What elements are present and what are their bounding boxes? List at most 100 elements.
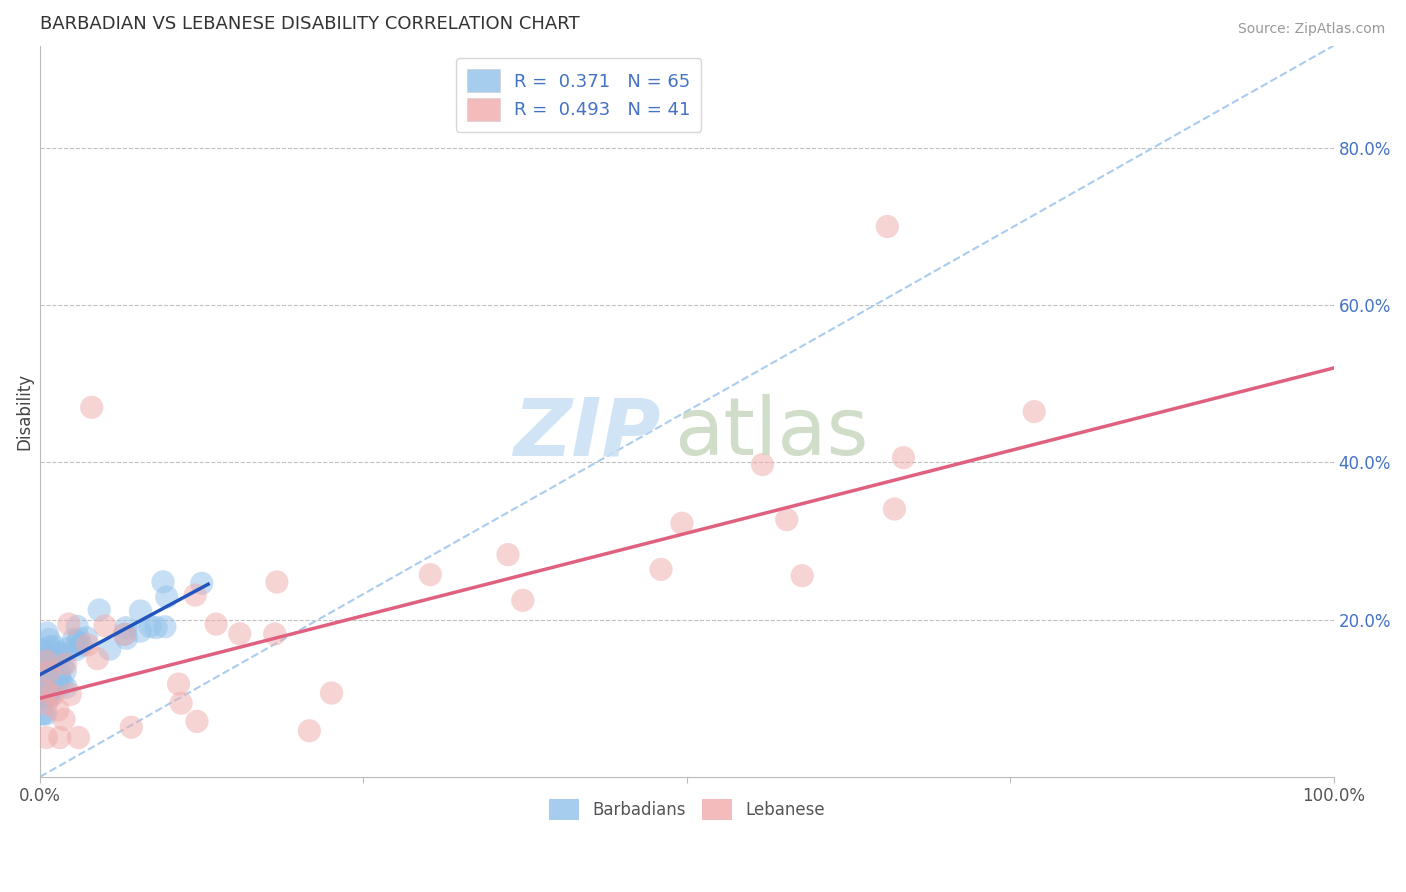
Point: [31, 669, 53, 683]
Point: [115, 621, 138, 635]
Point: [228, 626, 250, 640]
Point: [42, 659, 65, 673]
Point: [145, 620, 167, 634]
Point: [671, 516, 693, 531]
Point: [38, 671, 60, 685]
Point: [94, 619, 117, 633]
Point: [35, 706, 58, 721]
Point: [112, 627, 135, 641]
Point: [76, 631, 98, 645]
Point: [52, 677, 75, 691]
Point: [191, 576, 214, 591]
Point: [34, 690, 56, 705]
Point: [167, 677, 190, 691]
Point: [53, 713, 76, 727]
Point: [35, 648, 58, 663]
Point: [66, 635, 89, 649]
Point: [51, 647, 73, 661]
Point: [66, 642, 89, 657]
Point: [321, 686, 343, 700]
Point: [35, 654, 58, 668]
Point: [45, 645, 67, 659]
Point: [30, 643, 52, 657]
Point: [120, 720, 142, 734]
Point: [186, 714, 208, 729]
Point: [32, 644, 55, 658]
Point: [35, 698, 58, 712]
Point: [39, 690, 62, 704]
Point: [53, 664, 76, 678]
Point: [37, 690, 59, 704]
Point: [39, 684, 62, 698]
Text: Source: ZipAtlas.com: Source: ZipAtlas.com: [1237, 22, 1385, 37]
Point: [184, 588, 207, 602]
Point: [876, 219, 898, 234]
Point: [46, 703, 69, 717]
Point: [67, 632, 90, 646]
Point: [792, 568, 814, 582]
Point: [34, 651, 56, 665]
Point: [38, 632, 60, 647]
Point: [263, 627, 285, 641]
Point: [38, 665, 60, 679]
Point: [1024, 404, 1046, 418]
Point: [58, 617, 80, 632]
Legend: Barbadians, Lebanese: Barbadians, Lebanese: [541, 792, 832, 827]
Point: [37, 687, 59, 701]
Point: [32, 673, 55, 687]
Point: [80, 401, 103, 415]
Point: [59, 688, 82, 702]
Point: [67, 731, 90, 745]
Point: [114, 627, 136, 641]
Point: [44, 640, 66, 654]
Text: ZIP: ZIP: [513, 394, 661, 472]
Point: [419, 567, 441, 582]
Point: [86, 651, 108, 665]
Point: [39, 684, 62, 698]
Point: [37, 626, 59, 640]
Point: [32, 657, 55, 671]
Point: [38, 640, 60, 654]
Point: [49, 731, 72, 745]
Point: [266, 574, 288, 589]
Point: [496, 548, 519, 562]
Point: [70, 639, 93, 653]
Point: [512, 593, 534, 607]
Point: [41, 666, 63, 681]
Y-axis label: Disability: Disability: [15, 373, 32, 450]
Point: [776, 513, 799, 527]
Point: [115, 632, 138, 646]
Point: [35, 683, 58, 698]
Point: [129, 604, 152, 618]
Point: [152, 574, 174, 589]
Point: [58, 641, 80, 656]
Point: [893, 450, 915, 465]
Point: [34, 678, 56, 692]
Point: [98, 642, 121, 657]
Point: [76, 638, 98, 652]
Point: [139, 619, 162, 633]
Point: [38, 669, 60, 683]
Point: [35, 731, 58, 745]
Point: [32, 706, 55, 721]
Point: [49, 648, 72, 663]
Point: [52, 657, 75, 671]
Point: [41, 648, 63, 663]
Point: [30, 662, 52, 676]
Point: [883, 502, 905, 516]
Point: [46, 675, 69, 690]
Point: [62, 632, 84, 647]
Point: [41, 676, 63, 690]
Point: [170, 696, 193, 710]
Point: [89, 603, 111, 617]
Point: [66, 619, 89, 633]
Point: [37, 687, 59, 701]
Point: [42, 688, 65, 702]
Point: [156, 590, 179, 604]
Point: [30, 668, 52, 682]
Text: BARBADIAN VS LEBANESE DISABILITY CORRELATION CHART: BARBADIAN VS LEBANESE DISABILITY CORRELA…: [39, 15, 579, 33]
Point: [205, 617, 228, 632]
Point: [48, 666, 70, 681]
Point: [38, 658, 60, 673]
Point: [49, 672, 72, 686]
